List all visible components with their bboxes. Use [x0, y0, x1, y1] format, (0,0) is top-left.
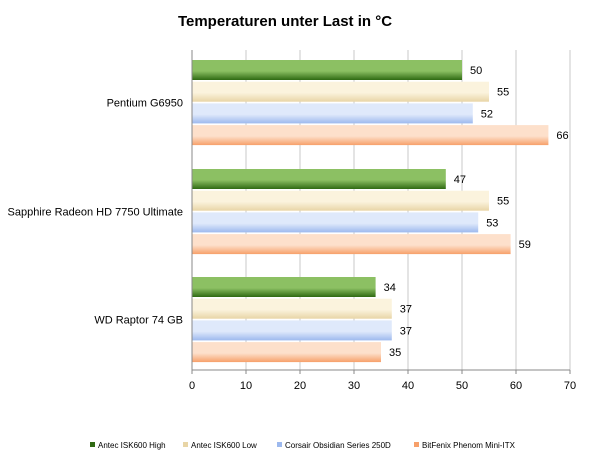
legend-swatch — [414, 442, 419, 447]
bar — [192, 212, 479, 233]
x-tick-label: 40 — [402, 380, 414, 392]
x-tick-label: 60 — [510, 380, 522, 392]
data-label: 35 — [389, 347, 401, 359]
legend-swatch — [90, 442, 95, 447]
x-tick-label: 30 — [348, 380, 360, 392]
legend-label: Corsair Obsidian Series 250D — [285, 441, 391, 450]
category-label: WD Raptor 74 GB — [94, 315, 183, 327]
data-label: 34 — [384, 282, 396, 294]
data-labels: 50 55 52 66 47 55 53 59 34 37 37 35 — [384, 65, 569, 359]
bar — [192, 234, 511, 255]
category-labels: Pentium G6950 Sapphire Radeon HD 7750 Ult… — [8, 98, 184, 327]
data-label: 55 — [497, 87, 509, 99]
x-tick-label: 0 — [189, 380, 195, 392]
x-tick-label: 70 — [564, 380, 576, 392]
bar — [192, 81, 489, 102]
chart-title: Temperaturen unter Last in °C — [178, 13, 392, 30]
data-label: 55 — [497, 196, 509, 208]
data-label: 53 — [486, 217, 498, 229]
x-tick-label: 50 — [456, 380, 468, 392]
data-label: 52 — [481, 108, 493, 120]
legend: Antec ISK600 High Antec ISK600 Low Corsair… — [90, 441, 516, 450]
x-axis: 0 10 20 30 40 50 60 70 — [189, 50, 576, 392]
legend-swatch — [183, 442, 188, 447]
data-label: 59 — [519, 239, 531, 251]
bar — [192, 342, 381, 363]
bar — [192, 60, 462, 80]
bar — [192, 125, 549, 146]
bar — [192, 169, 446, 189]
bar — [192, 190, 489, 211]
bars — [192, 60, 549, 363]
legend-label: Antec ISK600 Low — [191, 441, 257, 450]
legend-swatch — [277, 442, 282, 447]
data-label: 50 — [470, 65, 482, 77]
bar — [192, 320, 392, 341]
x-tick-label: 10 — [240, 380, 252, 392]
data-label: 37 — [400, 325, 412, 337]
bar — [192, 103, 473, 124]
legend-label: Antec ISK600 High — [98, 441, 166, 450]
data-label: 47 — [454, 174, 466, 186]
legend-label: BitFenix Phenom Mini-ITX — [422, 441, 516, 450]
category-label: Sapphire Radeon HD 7750 Ultimate — [8, 207, 184, 219]
x-tick-label: 20 — [294, 380, 306, 392]
category-label: Pentium G6950 — [107, 98, 183, 110]
data-label: 66 — [556, 130, 568, 142]
data-label: 37 — [400, 304, 412, 316]
bar — [192, 298, 392, 319]
bar — [192, 277, 376, 297]
